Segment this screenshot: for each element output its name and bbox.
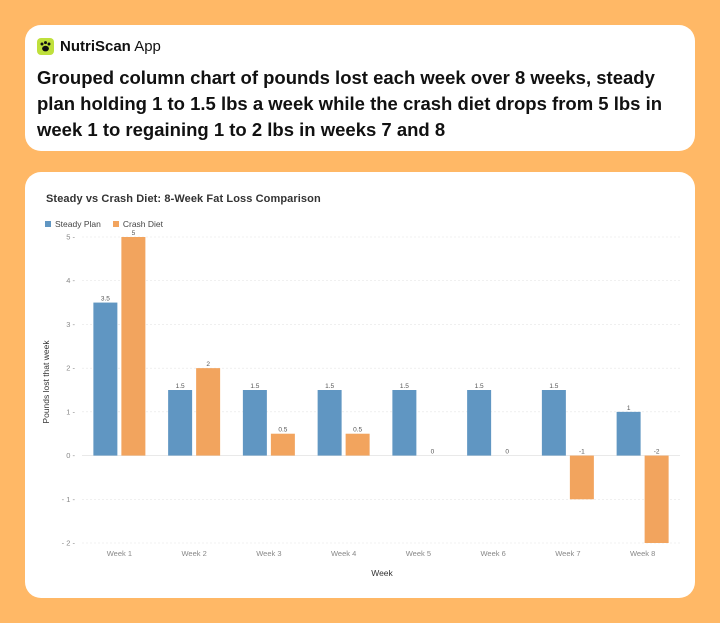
- bar-steady: [242, 390, 267, 456]
- x-tick-label: Week 5: [406, 549, 431, 558]
- legend-swatch-crash: [112, 221, 119, 227]
- y-axis-label: Pounds lost that week: [41, 340, 51, 424]
- bar-steady: [616, 411, 641, 456]
- header-card: NutriScan App Grouped column chart of po…: [25, 25, 695, 151]
- data-label: 0: [505, 449, 509, 456]
- x-tick-label: Week 6: [480, 549, 505, 558]
- y-tick-label: - 1 -: [62, 495, 76, 504]
- x-tick-label: Week 7: [555, 549, 580, 558]
- y-tick-label: 5 -: [66, 233, 75, 242]
- data-label: 1.5: [400, 383, 409, 390]
- legend-item-steady: Steady Plan: [45, 219, 101, 229]
- legend-label-crash: Crash Diet: [122, 219, 163, 229]
- y-tick-label: 1 -: [66, 407, 75, 416]
- x-tick-label: Week 2: [181, 549, 206, 558]
- y-tick-label: - 2 -: [62, 539, 76, 548]
- app-name: NutriScan App: [60, 37, 161, 55]
- data-label: 1.5: [176, 383, 185, 390]
- data-label: 1.5: [325, 383, 334, 390]
- x-axis-label: Week: [371, 568, 393, 578]
- data-label: 0.5: [353, 427, 362, 434]
- bar-crash: [196, 368, 221, 456]
- data-label: 0.5: [278, 427, 287, 434]
- data-label: 3.5: [101, 296, 110, 303]
- bar-steady: [317, 390, 342, 456]
- brand: NutriScan App: [37, 37, 161, 55]
- paw-icon: [37, 37, 54, 55]
- legend-swatch-steady: [45, 221, 51, 227]
- x-tick-label: Week 4: [331, 549, 356, 558]
- y-tick-label: 4 -: [66, 276, 75, 285]
- bar-steady: [168, 390, 193, 456]
- bar-steady: [541, 390, 566, 456]
- x-tick-label: Week 1: [107, 549, 132, 558]
- bar-steady: [467, 390, 492, 456]
- data-label: 1.5: [475, 383, 484, 390]
- bar-crash: [345, 433, 370, 456]
- data-label: 5: [132, 230, 136, 237]
- x-tick-label: Week 8: [630, 549, 655, 558]
- chart-plot: - 2 - - 1 - 0 - 1 - 2 - 3 - 4 - 5 - 3.5 5 Week 1 1.…: [41, 230, 680, 578]
- data-label: 0: [431, 449, 435, 456]
- y-tick-label: 3 -: [66, 320, 75, 329]
- legend-item-crash: Crash Diet: [112, 219, 163, 229]
- x-tick-label: Week 3: [256, 549, 281, 558]
- chart-card: Steady vs Crash Diet: 8-Week Fat Loss Co…: [25, 172, 695, 598]
- legend: Steady Plan Crash Diet: [45, 219, 163, 229]
- data-label: 1.5: [549, 383, 558, 390]
- legend-label-steady: Steady Plan: [55, 219, 101, 229]
- bar-crash: [644, 455, 669, 543]
- data-label: 1: [627, 405, 631, 412]
- data-label: -1: [579, 449, 585, 456]
- bar-crash: [121, 237, 146, 456]
- headline: Grouped column chart of pounds lost each…: [37, 67, 663, 140]
- data-label: 2: [206, 361, 210, 368]
- data-label: -2: [654, 449, 660, 456]
- bar-crash: [270, 433, 295, 456]
- y-tick-label: 0 -: [66, 451, 75, 460]
- bar-steady: [392, 390, 417, 456]
- chart-title: Steady vs Crash Diet: 8-Week Fat Loss Co…: [46, 193, 321, 205]
- bar-crash: [569, 455, 594, 500]
- y-tick-label: 2 -: [66, 364, 75, 373]
- bar-steady: [93, 302, 118, 456]
- data-label: 1.5: [250, 383, 259, 390]
